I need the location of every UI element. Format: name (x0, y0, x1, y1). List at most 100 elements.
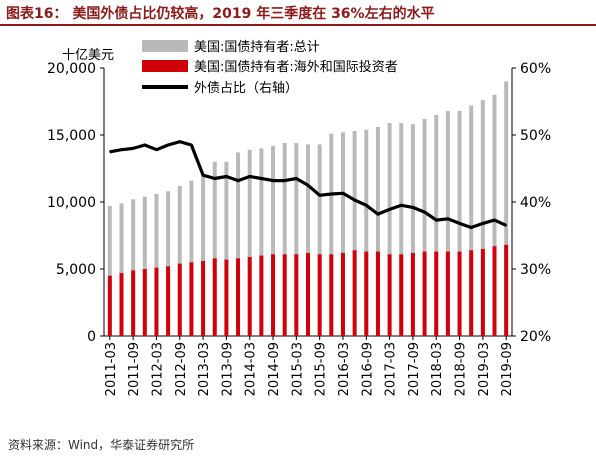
ratio-point (377, 213, 379, 215)
bar-total (212, 161, 217, 336)
bar-total (445, 110, 450, 336)
ratio-point (493, 219, 496, 221)
bar-foreign (107, 275, 112, 336)
bar-total (236, 152, 241, 336)
ratio-point (225, 175, 228, 178)
ratio-point (365, 204, 368, 207)
right-tick-label: 50% (520, 128, 551, 144)
ratio-point (353, 199, 356, 201)
bar-foreign (504, 244, 509, 336)
bar-total (259, 148, 264, 336)
x-tick-label: 2017-09 (407, 342, 422, 396)
x-tick-label: 2012-09 (174, 342, 189, 396)
bar-foreign (364, 251, 369, 336)
ratio-point (482, 222, 484, 225)
bar-total (189, 180, 194, 336)
bar-total (317, 144, 322, 336)
ratio-point (167, 144, 169, 146)
ratio-point (295, 177, 298, 180)
left-tick-label: 20,000 (47, 61, 96, 77)
left-tick-label: 0 (87, 329, 96, 345)
bar-foreign (154, 267, 159, 336)
x-tick-label: 2018-03 (430, 342, 445, 396)
bar-foreign (119, 273, 124, 336)
bar-total (410, 124, 415, 336)
ratio-point (155, 148, 158, 151)
x-tick-label: 2016-09 (360, 342, 375, 396)
bar-foreign (399, 254, 404, 336)
right-tick-label: 40% (520, 195, 551, 211)
bar-total (107, 206, 112, 336)
bar-foreign (375, 251, 380, 336)
ratio-point (190, 144, 193, 146)
left-tick-label: 5,000 (56, 262, 96, 278)
right-tick-label: 20% (520, 329, 551, 345)
bar-total (142, 196, 147, 336)
right-tick-label: 60% (520, 61, 551, 77)
bar-total (387, 122, 392, 336)
ratio-line (109, 140, 507, 230)
right-tick-label: 30% (520, 262, 551, 278)
x-tick-label: 2016-03 (337, 342, 352, 396)
bar-foreign (410, 252, 415, 336)
tick-labels: 0 5,000 10,000 15,000 20,000 20% 30% 40% 50% 60% 2… (47, 61, 551, 396)
ratio-point (248, 175, 251, 178)
x-tick-label: 2012-03 (150, 342, 165, 396)
bar-foreign (282, 254, 287, 336)
bar-foreign (306, 252, 310, 336)
bar-total (271, 145, 276, 336)
bar-total (282, 143, 287, 336)
ratio-point (307, 184, 309, 187)
bar-foreign (212, 258, 217, 336)
bar-total (177, 185, 182, 336)
ratio-point (400, 204, 403, 207)
ratio-point (144, 144, 146, 146)
bar-total (119, 203, 124, 336)
legend-swatch-total (142, 40, 188, 52)
x-tick-label: 2014-03 (244, 342, 259, 396)
bar-foreign (294, 254, 299, 336)
ratio-point (458, 222, 461, 225)
ratio-point (283, 179, 286, 182)
ratio-point (237, 179, 239, 182)
bar-total (247, 149, 252, 336)
chart-title: 图表16： 美国外债占比仍较高，2019 年三季度在 36%左右的水平 (6, 6, 435, 22)
bar-foreign (457, 251, 462, 336)
bar-foreign (177, 263, 182, 336)
ratio-point (412, 206, 414, 209)
left-tick-label: 15,000 (47, 128, 96, 144)
legend-label-ratio: 外债占比（右轴） (194, 81, 298, 96)
bar-foreign (492, 246, 497, 336)
axes (100, 67, 516, 340)
ratio-point (423, 211, 426, 213)
ratio-point (132, 147, 134, 150)
bar-foreign (445, 251, 450, 336)
bar-total (131, 199, 136, 336)
ratio-point (202, 174, 204, 176)
bar-foreign (340, 252, 345, 336)
chart: 十亿美元 美国:国债持有者:总计美国:国债持有者:海外和国际投资者外债占比（右轴… (47, 40, 551, 396)
x-tick-label: 2011-03 (104, 342, 119, 396)
bar-total (352, 130, 357, 336)
bar-foreign (329, 254, 334, 336)
bar-total (469, 105, 474, 337)
bar-total (492, 94, 497, 336)
x-tick-label: 2013-03 (197, 342, 212, 396)
ratio-point (470, 226, 473, 229)
bar-total (201, 175, 206, 336)
x-tick-label: 2019-03 (477, 342, 492, 396)
ratio-point (109, 150, 111, 153)
ratio-point (435, 219, 438, 221)
bar-total (340, 132, 345, 336)
bar-total (399, 122, 404, 336)
bar-total (422, 118, 427, 336)
x-tick-label: 2014-09 (267, 342, 282, 396)
y-axis-label: 十亿美元 (62, 48, 114, 63)
ratio-point (260, 177, 263, 180)
ratio-point (388, 208, 391, 211)
bars (107, 81, 509, 337)
bar-total (504, 81, 509, 337)
bar-foreign (142, 269, 147, 336)
bar-foreign (469, 250, 474, 336)
